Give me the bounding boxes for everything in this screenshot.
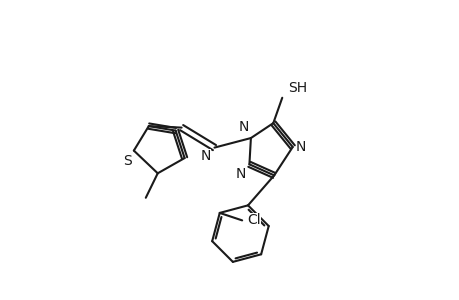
Text: N: N [235,167,246,181]
Text: N: N [200,149,210,163]
Text: S: S [123,154,132,168]
Text: Cl: Cl [247,213,261,227]
Text: SH: SH [287,81,306,95]
Text: N: N [238,121,248,134]
Text: N: N [295,140,305,154]
